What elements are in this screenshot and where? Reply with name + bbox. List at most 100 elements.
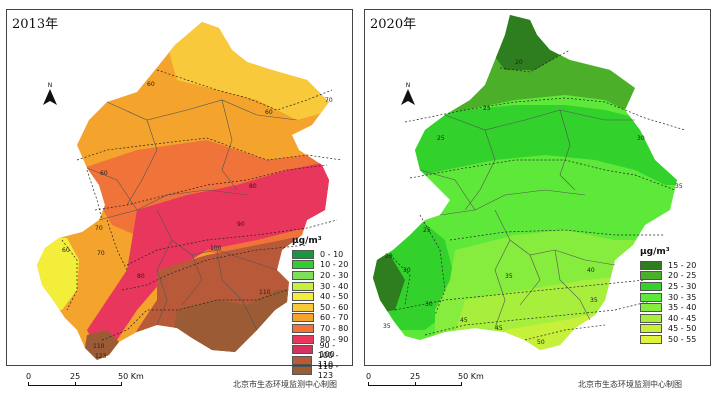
legend-label: 70 - 80 bbox=[320, 323, 349, 333]
scale-tick-label: 25 bbox=[410, 372, 421, 381]
isoline-label: 110 bbox=[93, 343, 105, 350]
legend-item: 30 - 35 bbox=[640, 292, 696, 303]
legend-label: 20 - 30 bbox=[320, 270, 349, 280]
legend-item: 20 - 25 bbox=[640, 271, 696, 282]
legend-label: 40 - 50 bbox=[320, 292, 349, 302]
legend-label: 110 - 123 bbox=[317, 361, 339, 380]
legend-swatch bbox=[640, 281, 662, 291]
legend-item: 110 - 123 bbox=[292, 362, 352, 380]
legend-item: 90 - 100 bbox=[292, 341, 352, 359]
isolines-2020 bbox=[389, 49, 686, 341]
scale-mid-tick bbox=[75, 382, 76, 386]
pm25-map-2020: 20 25 25 30 35 25 20 30 35 40 45 35 45 5… bbox=[373, 15, 686, 350]
legend-label: 25 - 30 bbox=[668, 281, 697, 291]
north-label: N bbox=[405, 82, 411, 89]
scale-tick-label: 0 bbox=[26, 372, 32, 381]
isoline-label: 60 bbox=[100, 170, 108, 177]
isoline-label: 25 bbox=[423, 227, 431, 234]
isoline-label: 40 bbox=[587, 267, 595, 274]
isoline-label: 50 bbox=[537, 339, 545, 346]
isoline-label: 35 bbox=[505, 273, 513, 280]
isoline-label: 35 bbox=[675, 183, 683, 190]
isoline-label: 30 bbox=[425, 301, 433, 308]
north-arrow: N bbox=[39, 82, 61, 109]
north-arrow-icon bbox=[43, 89, 57, 105]
isoline-label: 110 bbox=[259, 289, 271, 296]
legend-label: 90 - 100 bbox=[319, 340, 336, 359]
legend-2020: μg/m³ 15 - 20 20 - 25 25 - 30 30 - 35 35 - 4… bbox=[640, 247, 696, 345]
legend-label: 50 - 55 bbox=[668, 334, 697, 344]
legend-swatch bbox=[640, 313, 662, 323]
legend-item: 15 - 20 bbox=[640, 260, 696, 271]
isoline-label: 80 bbox=[137, 273, 145, 280]
legend-label: 20 - 25 bbox=[668, 271, 697, 281]
isoline-label: 35 bbox=[590, 297, 598, 304]
legend-label: 30 - 40 bbox=[320, 281, 349, 291]
isoline-label: 35 bbox=[383, 323, 391, 330]
scale-tick-label: 25 bbox=[70, 372, 81, 381]
legend-item: 30 - 40 bbox=[292, 281, 352, 292]
legend-item: 50 - 60 bbox=[292, 302, 352, 313]
scale-mid-tick bbox=[415, 382, 416, 386]
legend-swatch bbox=[292, 260, 314, 270]
legend-label: 10 - 20 bbox=[320, 260, 349, 270]
map-credit: 北京市生态环境监测中心制图 bbox=[578, 380, 682, 389]
legend-label: 0 - 10 bbox=[320, 249, 344, 259]
legend-swatch bbox=[640, 334, 662, 344]
isoline-label: 100 bbox=[210, 245, 222, 252]
legend-swatch bbox=[292, 270, 314, 280]
legend-swatch bbox=[292, 323, 314, 333]
legend-item: 10 - 20 bbox=[292, 260, 352, 271]
legend-item: 50 - 55 bbox=[640, 334, 696, 345]
isoline-labels-2013: 60 60 70 60 70 80 90 100 80 70 60 110 11… bbox=[62, 81, 333, 360]
legend-swatch bbox=[292, 345, 314, 355]
legend-title: μg/m³ bbox=[640, 247, 670, 257]
isoline-label: 80 bbox=[249, 183, 257, 190]
legend-2013: μg/m³ 0 - 10 10 - 20 20 - 30 30 - 40 40 - 50… bbox=[292, 236, 352, 380]
legend-swatch bbox=[292, 313, 314, 323]
isoline-label: 90 bbox=[237, 221, 245, 228]
north-arrow-icon bbox=[401, 89, 415, 105]
scale-tick-label: 0 bbox=[366, 372, 372, 381]
legend-item: 60 - 70 bbox=[292, 313, 352, 324]
legend-item: 25 - 30 bbox=[640, 281, 696, 292]
legend-swatch bbox=[640, 271, 662, 281]
isoline-label: 60 bbox=[265, 109, 273, 116]
legend-item: 70 - 80 bbox=[292, 323, 352, 334]
legend-label: 80 - 90 bbox=[320, 334, 349, 344]
isoline-label: 45 bbox=[495, 325, 503, 332]
isoline-label: 60 bbox=[147, 81, 155, 88]
north-arrow: N bbox=[397, 82, 419, 109]
district-boundaries-2020 bbox=[419, 109, 635, 329]
isoline-label: 45 bbox=[460, 317, 468, 324]
isoline-label: 30 bbox=[637, 135, 645, 142]
legend-swatch bbox=[640, 303, 662, 313]
legend-label: 60 - 70 bbox=[320, 313, 349, 323]
legend-label: 35 - 40 bbox=[668, 303, 697, 313]
legend-label: 15 - 20 bbox=[668, 260, 697, 270]
legend-swatch bbox=[640, 292, 662, 302]
legend-swatch bbox=[292, 292, 314, 302]
map-title: 2020年 bbox=[370, 17, 417, 32]
legend-swatch bbox=[292, 249, 314, 259]
isoline-label: 70 bbox=[95, 225, 103, 232]
legend-swatch bbox=[292, 355, 312, 365]
map-panel-2013: 60 60 70 60 70 80 90 100 80 70 60 110 11… bbox=[6, 9, 353, 380]
isoline-label: 70 bbox=[97, 250, 105, 257]
legend-item: 40 - 50 bbox=[292, 291, 352, 302]
legend-title: μg/m³ bbox=[292, 236, 322, 246]
legend-item: 80 - 90 bbox=[292, 334, 352, 345]
isoline-label: 123 bbox=[95, 353, 107, 360]
legend-label: 30 - 35 bbox=[668, 292, 697, 302]
map-panel-2020: 20 25 25 30 35 25 20 30 35 40 45 35 45 5… bbox=[364, 9, 711, 366]
legend-label: 100 - 110 bbox=[317, 351, 339, 370]
legend-swatch bbox=[292, 302, 314, 312]
isoline-label: 20 bbox=[385, 253, 393, 260]
legend-item: 0 - 10 bbox=[292, 249, 352, 260]
legend-swatch bbox=[640, 260, 662, 270]
legend-item: 40 - 45 bbox=[640, 313, 696, 324]
isoline-label: 70 bbox=[325, 97, 333, 104]
legend-label: 45 - 50 bbox=[668, 324, 697, 334]
isoline-label: 20 bbox=[515, 59, 523, 66]
isoline-label: 30 bbox=[403, 267, 411, 274]
